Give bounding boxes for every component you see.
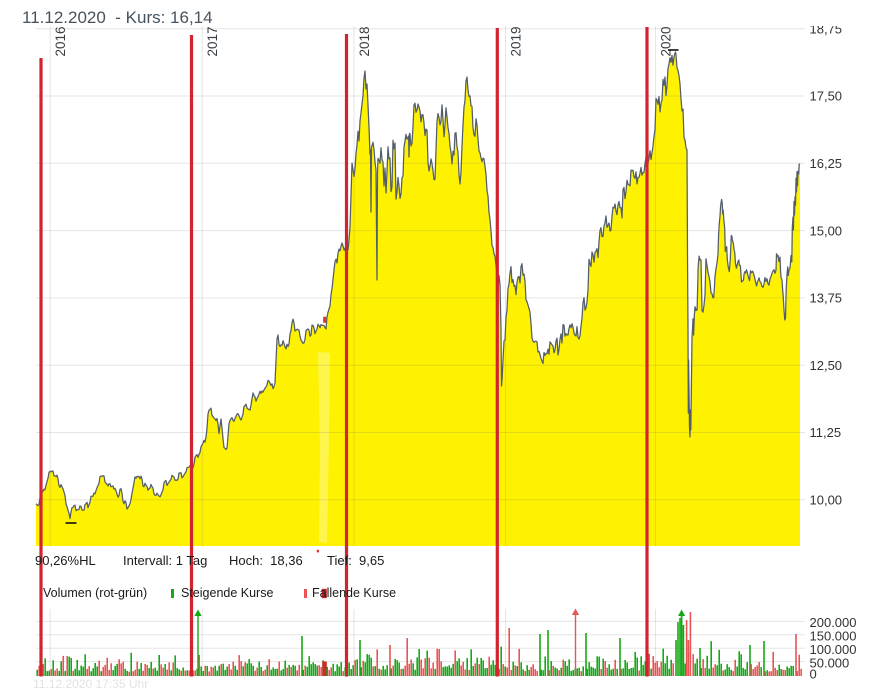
- svg-text:10,00: 10,00: [810, 493, 843, 508]
- svg-text:17,50: 17,50: [810, 89, 843, 104]
- svg-text:2017: 2017: [205, 26, 220, 56]
- svg-text:16,25: 16,25: [810, 156, 843, 171]
- svg-text:15,00: 15,00: [810, 223, 843, 238]
- svg-text:0: 0: [810, 667, 817, 682]
- svg-text:18,75: 18,75: [810, 21, 843, 36]
- svg-text:2016: 2016: [53, 26, 68, 56]
- svg-text:2018: 2018: [357, 26, 372, 56]
- svg-text:11,25: 11,25: [810, 425, 842, 440]
- svg-text:200.000: 200.000: [810, 615, 857, 630]
- svg-text:2020: 2020: [658, 26, 673, 56]
- svg-text:50.000: 50.000: [810, 655, 850, 670]
- svg-text:150.000: 150.000: [810, 629, 857, 644]
- svg-text:13,75: 13,75: [810, 291, 843, 306]
- svg-text:2019: 2019: [508, 26, 523, 56]
- svg-text:12,50: 12,50: [810, 358, 843, 373]
- svg-text:100.000: 100.000: [810, 642, 857, 657]
